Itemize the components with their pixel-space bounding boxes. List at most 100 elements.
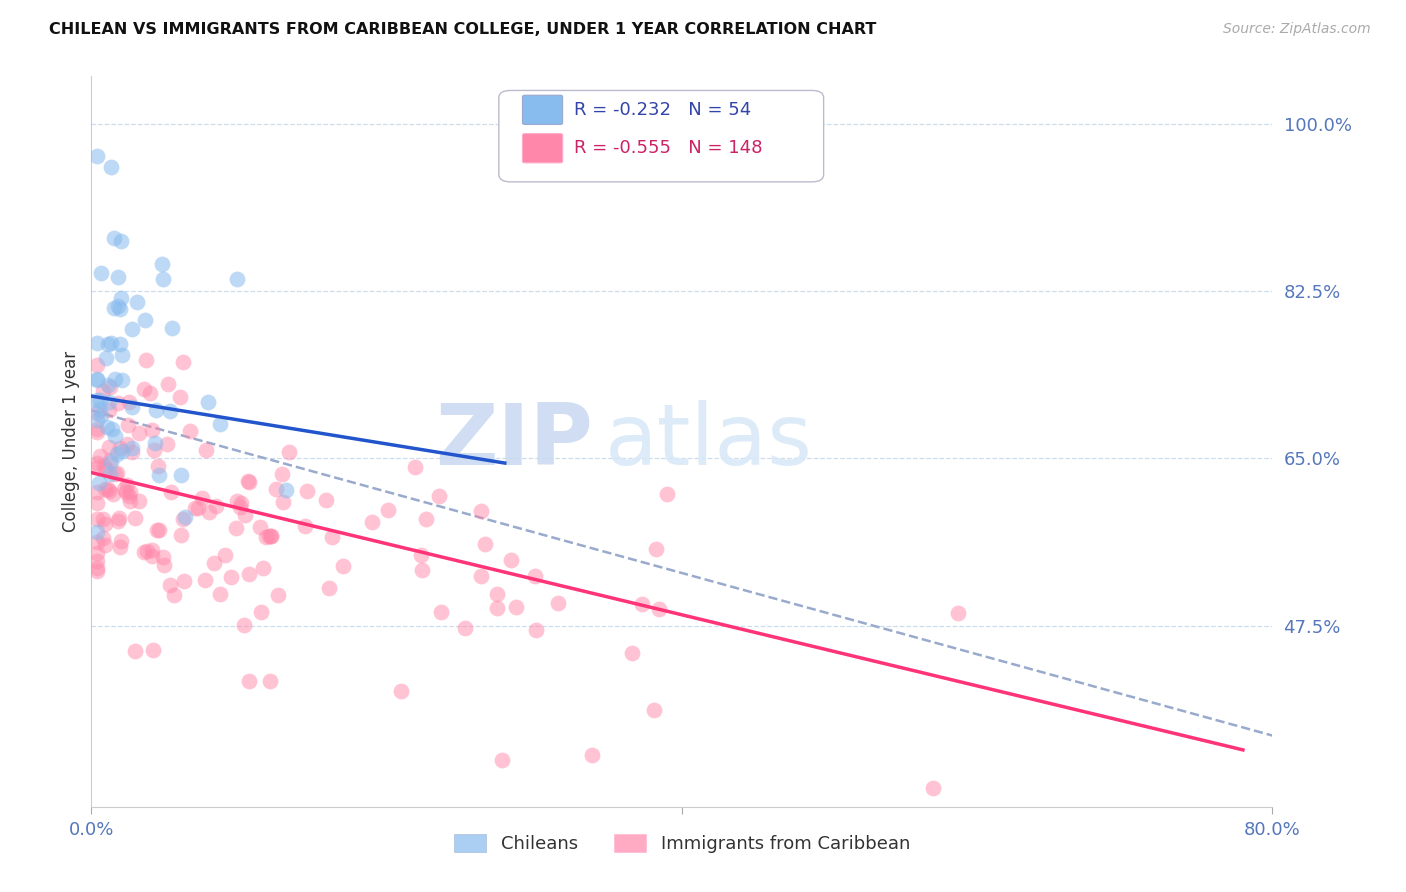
Point [93, 459, 115, 474]
Point [148, 523, 170, 537]
Text: ZIP: ZIP [436, 400, 593, 483]
Point [86, 372, 108, 386]
Point [127, 295, 149, 310]
Point [294, 519, 316, 533]
Point [117, 437, 139, 451]
Point [523, 569, 546, 583]
Point [332, 558, 354, 573]
Point [108, 301, 131, 316]
Point [97, 377, 120, 392]
Point [86, 373, 108, 387]
Point [86, 546, 108, 560]
Point [94, 462, 117, 476]
Point [271, 495, 294, 509]
Point [86, 149, 108, 163]
Point [257, 529, 280, 543]
Point [112, 482, 135, 496]
Point [141, 423, 163, 437]
Point [124, 644, 146, 658]
Point [172, 512, 194, 526]
Point [91, 384, 114, 399]
Point [135, 544, 157, 558]
Point [110, 533, 132, 548]
Point [184, 500, 207, 515]
Point [101, 487, 124, 501]
Point [470, 504, 492, 518]
Point [87, 402, 110, 417]
Point [197, 505, 219, 519]
Point [377, 503, 399, 517]
Text: CHILEAN VS IMMIGRANTS FROM CARIBBEAN COLLEGE, UNDER 1 YEAR CORRELATION CHART: CHILEAN VS IMMIGRANTS FROM CARIBBEAN COL… [49, 22, 876, 37]
Point [474, 537, 496, 551]
Point [148, 467, 170, 482]
Point [160, 321, 183, 335]
Point [225, 521, 247, 535]
Point [485, 587, 508, 601]
Point [260, 528, 283, 542]
Point [121, 445, 143, 459]
Point [427, 489, 450, 503]
Point [202, 556, 225, 570]
Point [91, 531, 114, 545]
Point [98, 467, 121, 481]
Point [86, 425, 108, 439]
FancyBboxPatch shape [499, 90, 824, 182]
Point [128, 425, 150, 440]
Point [111, 444, 134, 458]
Point [266, 482, 288, 496]
Point [411, 563, 433, 577]
Point [104, 467, 127, 482]
Point [97, 482, 120, 496]
Point [170, 467, 193, 482]
Point [156, 437, 179, 451]
Point [429, 606, 451, 620]
Point [100, 335, 122, 350]
Point [115, 484, 138, 499]
Point [233, 508, 256, 522]
Point [90, 266, 112, 280]
Point [321, 530, 343, 544]
Point [86, 336, 108, 351]
Point [254, 530, 277, 544]
Point [86, 560, 108, 574]
Point [229, 500, 252, 515]
Point [117, 395, 139, 409]
Point [104, 429, 127, 443]
Point [505, 599, 527, 614]
Point [110, 234, 132, 248]
Y-axis label: College, Under 1 year: College, Under 1 year [62, 351, 80, 533]
Point [267, 589, 290, 603]
Point [118, 494, 141, 508]
Point [142, 642, 165, 657]
Point [108, 441, 131, 455]
Point [648, 602, 671, 616]
Point [630, 597, 652, 611]
Point [101, 422, 124, 436]
Text: R = -0.232   N = 54: R = -0.232 N = 54 [575, 101, 752, 119]
Point [501, 553, 523, 567]
Point [86, 553, 108, 567]
Point [277, 444, 299, 458]
Point [103, 231, 125, 245]
Point [100, 454, 122, 468]
Point [643, 703, 665, 717]
Point [100, 160, 122, 174]
Point [96, 420, 118, 434]
Point [526, 623, 548, 637]
Point [547, 596, 569, 610]
Point [315, 492, 337, 507]
FancyBboxPatch shape [523, 134, 562, 163]
Point [173, 574, 195, 588]
Point [94, 538, 117, 552]
Point [229, 496, 252, 510]
Point [121, 441, 143, 455]
Point [128, 494, 150, 508]
Point [141, 543, 163, 558]
Point [111, 373, 134, 387]
Point [620, 646, 643, 660]
Point [238, 566, 260, 581]
Point [170, 528, 193, 542]
Point [91, 512, 114, 526]
Point [295, 483, 318, 498]
Point [143, 436, 166, 450]
